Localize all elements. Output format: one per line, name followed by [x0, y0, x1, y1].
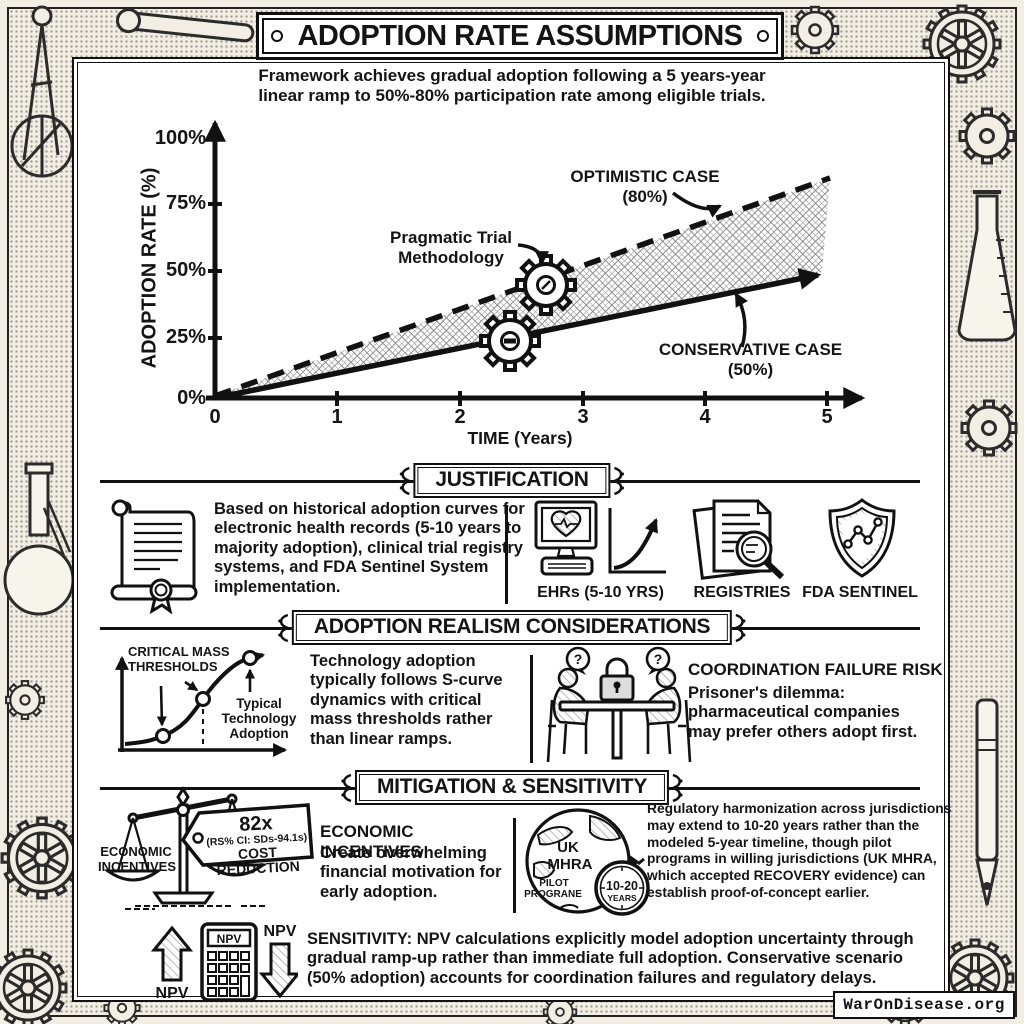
banner-curl-icon: [611, 466, 625, 495]
conservative-annotation-line1: CONSERVATIVE CASE: [658, 340, 843, 359]
y-tick-25: 25%: [165, 326, 206, 348]
pragmatic-annotation-line2: Methodology: [398, 247, 504, 267]
risk-body: Prisoner's dilemma: pharmaceutical compa…: [688, 684, 918, 741]
sensitivity-body: SENSITIVITY: NPV calculations explicitly…: [307, 930, 914, 987]
growth-curve-icon: [608, 508, 666, 574]
axis-ticks: [208, 137, 829, 406]
optimistic-annotation-line2: (80%): [622, 186, 668, 206]
gear-marker-conservative: [479, 310, 541, 372]
x-tick-5: 5: [821, 406, 833, 428]
realism-body: Technology adoption typically follows S-…: [310, 652, 503, 748]
watermark: WarOnDisease.org: [833, 991, 1015, 1019]
fda-sentinel-shield-icon: [828, 498, 896, 578]
ehr-computer-icon: [534, 500, 666, 576]
globe-label-uk: UK: [557, 839, 579, 856]
plaque-ornament-dot: [271, 30, 283, 42]
tag-label: COST REDUCTION: [216, 843, 301, 878]
title-plaque: ADOPTION RATE ASSUMPTIONS: [256, 12, 784, 60]
fda-sentinel-label: FDA SENTINEL: [802, 584, 918, 601]
typical-adoption-label: Typical Technology Adoption: [221, 696, 297, 742]
banner-curl-icon: [399, 466, 413, 495]
economic-incentives-title: ECONOMIC INCENTIVES: [320, 822, 423, 862]
column-divider: [530, 655, 533, 763]
column-divider: [513, 818, 516, 913]
section-header-justification: JUSTIFICATION: [399, 463, 625, 498]
cost-reduction-tag: 82x (RS% CI: SDs-94.1s) COST REDUCTION: [199, 811, 314, 878]
ehr-label: EHRs (5-10 YRS): [537, 584, 664, 601]
section-header-mitigation: MITIGATION & SENSITIVITY: [341, 770, 683, 805]
stopwatch-icon: 10-20 YEARS: [594, 855, 650, 916]
banner-curl-icon: [670, 773, 683, 802]
column-divider: [505, 506, 508, 604]
npv-up-label: NPV: [156, 985, 189, 1002]
negotiation-table-icon: ? ?: [546, 646, 692, 763]
question-mark: ?: [654, 651, 663, 667]
y-tick-75: 75%: [165, 192, 206, 214]
scale-pan-label: ECONOMIC INCENTIVES: [98, 844, 177, 874]
globe-pilot-icon: UK MHRA PILOT PROGRANE 10-20 YEARS: [524, 808, 650, 916]
npv-down-arrow-icon: [258, 942, 298, 999]
plaque-ornament-dot: [757, 30, 769, 42]
pragmatic-arrow: [517, 243, 549, 266]
section-header-label: MITIGATION & SENSITIVITY: [376, 775, 648, 798]
optimistic-annotation: OPTIMISTIC CASE (80%): [555, 167, 735, 206]
critical-mass-label: CRITICAL MASS THRESHOLDS: [128, 644, 230, 674]
npv-up-arrow-icon: [150, 925, 194, 982]
x-tick-3: 3: [577, 406, 589, 428]
optimistic-line: [214, 175, 831, 399]
risk-title: COORDINATION FAILURE RISK: [688, 660, 943, 679]
y-tick-100: 100%: [154, 127, 206, 149]
x-tick-1: 1: [331, 406, 343, 428]
y-tick-0: 0%: [177, 387, 206, 409]
conservative-annotation-line2: (50%): [727, 359, 774, 379]
x-tick-4: 4: [699, 406, 711, 428]
scroll-certificate-icon: [110, 499, 198, 614]
economic-incentives-body: Create overwhelming financial motivation…: [320, 844, 502, 901]
banner-curl-icon: [278, 613, 291, 642]
pragmatic-annotation-line1: Pragmatic Trial: [390, 228, 512, 247]
globe-label-prograne: PROGRANE: [524, 889, 582, 900]
s-curve-chart: [115, 650, 288, 757]
globe-label-mhra: MHRA: [548, 856, 593, 873]
x-tick-0: 0: [209, 406, 221, 428]
page-title: ADOPTION RATE ASSUMPTIONS: [297, 19, 743, 52]
section-header-label: JUSTIFICATION: [435, 468, 589, 491]
npv-icons: NPV NPV NPV: [150, 922, 298, 1002]
x-axis-title: TIME (Years): [467, 428, 573, 448]
npv-display: NPV: [217, 932, 242, 946]
registries-label: REGISTRIES: [693, 584, 791, 601]
npv-down-label: NPV: [264, 923, 297, 940]
optimistic-arrow: [671, 191, 722, 218]
section-header-label: ADOPTION REALISM CONSIDERATIONS: [313, 615, 711, 638]
pragmatic-annotation: Pragmatic Trial Methodology: [385, 228, 517, 267]
banner-curl-icon: [341, 773, 354, 802]
section-header-realism: ADOPTION REALISM CONSIDERATIONS: [278, 610, 746, 645]
page-subtitle: Framework achieves gradual adoption foll…: [258, 66, 766, 106]
optimistic-annotation-line1: OPTIMISTIC CASE: [570, 167, 720, 186]
stopwatch-unit: YEARS: [607, 893, 637, 903]
conservative-annotation: CONSERVATIVE CASE (50%): [648, 340, 853, 379]
gear-marker-optimistic: [515, 254, 577, 316]
justification-body: Based on historical adoption curves for …: [214, 500, 525, 596]
banner-curl-icon: [733, 613, 746, 642]
y-tick-50: 50%: [165, 259, 206, 281]
stopwatch-value: 10-20: [606, 879, 638, 893]
question-mark: ?: [574, 651, 583, 667]
npv-calculator-icon: NPV: [200, 922, 258, 1002]
registries-documents-icon: [692, 499, 785, 580]
regulatory-body: Regulatory harmonization across jurisdic…: [647, 801, 952, 901]
adoption-chart: [204, 119, 866, 409]
conservative-arrow: [734, 292, 748, 348]
x-tick-2: 2: [454, 406, 466, 428]
balance-scale-icon: [103, 786, 314, 910]
globe-label-pilot: PILOT: [539, 878, 568, 889]
